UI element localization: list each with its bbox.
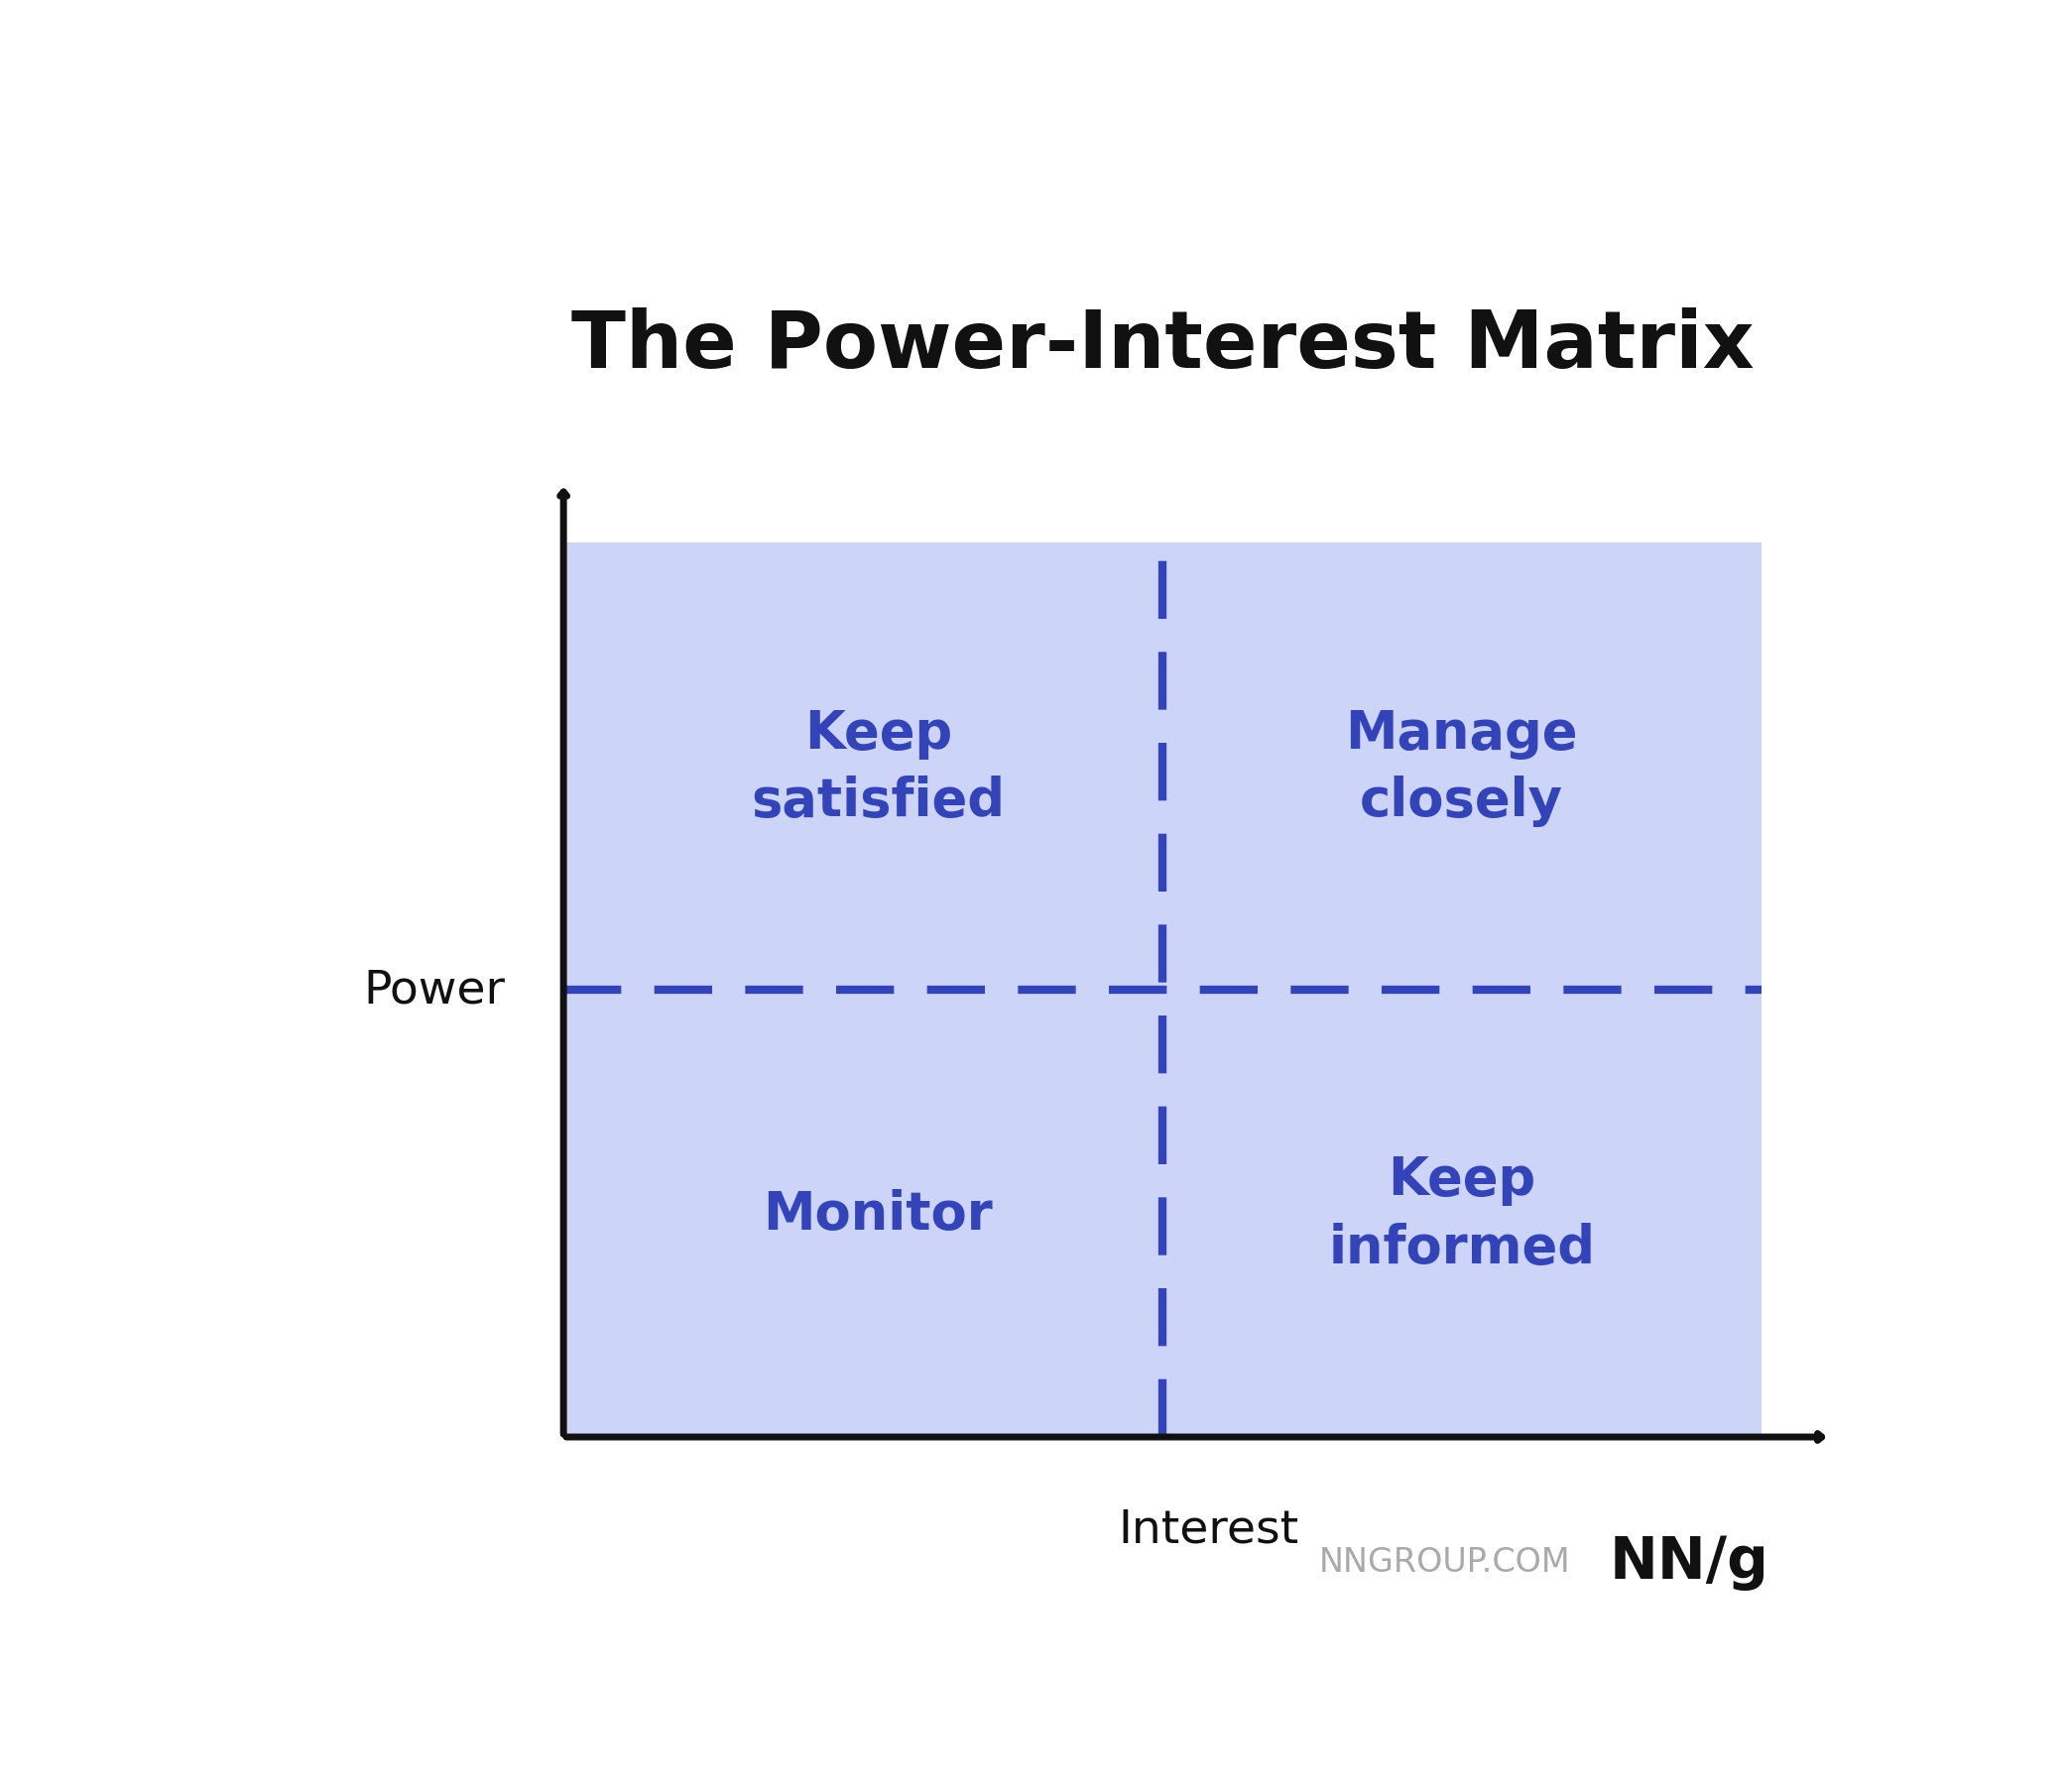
Text: Monitor: Monitor <box>763 1188 992 1240</box>
Text: Keep
informed: Keep informed <box>1329 1154 1596 1274</box>
Text: Keep
satisfied: Keep satisfied <box>750 708 1005 826</box>
Text: NN/g: NN/g <box>1610 1534 1769 1590</box>
Text: Interest: Interest <box>1118 1507 1298 1552</box>
Bar <box>564 543 1761 1437</box>
Text: The Power-Interest Matrix: The Power-Interest Matrix <box>570 306 1753 383</box>
Text: Manage
closely: Manage closely <box>1346 708 1577 826</box>
Text: NNGROUP.COM: NNGROUP.COM <box>1319 1546 1571 1579</box>
Text: Power: Power <box>364 968 504 1012</box>
